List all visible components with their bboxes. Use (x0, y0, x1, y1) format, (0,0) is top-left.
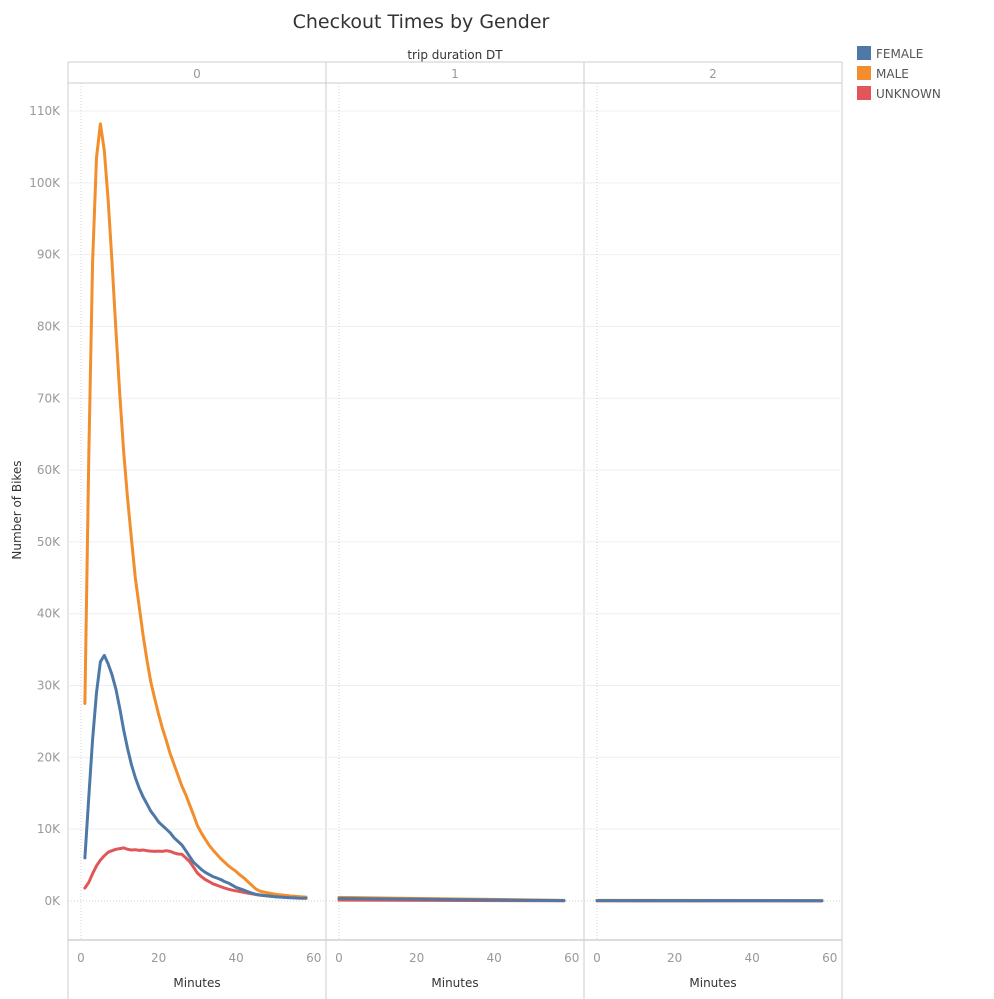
x-tick-label: 20 (151, 951, 166, 965)
series-line-unknown-panel-0 (83, 846, 308, 900)
y-tick-label: 30K (37, 679, 61, 693)
legend: FEMALE MALE UNKNOWN (857, 46, 941, 101)
y-tick-label: 40K (37, 607, 61, 621)
y-tick-label: 90K (37, 248, 61, 262)
x-tick-label: 60 (306, 951, 321, 965)
y-axis-title: Number of Bikes (10, 460, 24, 559)
grid-layer (68, 83, 842, 940)
x-tick-label: 40 (229, 951, 244, 965)
series-layer (83, 122, 824, 903)
x-tick-label: 0 (77, 951, 85, 965)
series-line-female-panel-0 (83, 653, 308, 900)
legend-label-female: FEMALE (876, 47, 923, 61)
x-axis-title: Minutes (431, 976, 478, 990)
y-tick-label: 60K (37, 463, 61, 477)
series-line-male-panel-0 (83, 122, 308, 899)
x-tick-label: 20 (667, 951, 682, 965)
legend-swatch-male (857, 66, 871, 80)
y-tick-label: 100K (29, 176, 61, 190)
x-axis-title: Minutes (173, 976, 220, 990)
frame-layer (67, 61, 843, 999)
text-layer: 0K 10K 20K 30K 40K 50K 60K 70K 80K 90K 100K 110K 0 0 2… (29, 67, 837, 990)
x-tick-label: 40 (487, 951, 502, 965)
x-tick-label: 20 (409, 951, 424, 965)
legend-label-unknown: UNKNOWN (876, 87, 941, 101)
x-tick-label: 40 (745, 951, 760, 965)
y-tick-label: 10K (37, 822, 61, 836)
panel-header: 0 (193, 67, 201, 81)
x-tick-label: 60 (564, 951, 579, 965)
panel-header: 2 (709, 67, 717, 81)
legend-label-male: MALE (876, 67, 909, 81)
x-tick-label: 0 (593, 951, 601, 965)
y-tick-label: 80K (37, 319, 61, 333)
x-tick-label: 0 (335, 951, 343, 965)
y-tick-label: 0K (44, 894, 61, 908)
series-line-female-panel-1 (337, 897, 566, 903)
y-tick-label: 70K (37, 391, 61, 405)
y-tick-label: 110K (29, 104, 61, 118)
x-axis-title: Minutes (689, 976, 736, 990)
legend-swatch-female (857, 46, 871, 60)
y-tick-label: 50K (37, 535, 61, 549)
column-header: trip duration DT (407, 48, 503, 62)
x-tick-label: 60 (822, 951, 837, 965)
legend-swatch-unknown (857, 86, 871, 100)
panel-header: 1 (451, 67, 459, 81)
y-tick-label: 20K (37, 750, 61, 764)
chart-title: Checkout Times by Gender (293, 11, 550, 33)
